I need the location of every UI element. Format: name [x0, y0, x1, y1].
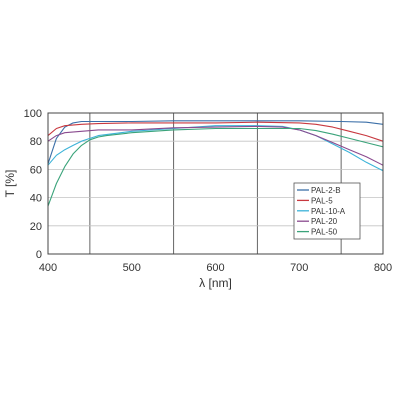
tick-labels: 0 20 40 60 80 100 400 500 600 700 800	[24, 108, 393, 274]
y-tick-label: 60	[30, 164, 42, 176]
x-tick-label: 500	[123, 262, 141, 274]
y-tick-label: 20	[30, 221, 42, 233]
legend-label: PAL-2-B	[311, 186, 341, 195]
y-tick-label: 80	[30, 136, 42, 148]
x-tick-label: 700	[290, 262, 308, 274]
legend-label: PAL-20	[311, 217, 338, 226]
series-line-pal-20	[47, 125, 384, 166]
x-axis-title: λ [nm]	[199, 276, 232, 290]
legend-label: PAL-50	[311, 228, 338, 237]
x-tick-label: 800	[374, 262, 392, 274]
y-tick-label: 100	[24, 108, 42, 120]
legend-label: PAL-10-A	[311, 207, 346, 216]
series-lines	[47, 120, 384, 207]
series-line-pal-2-b	[47, 120, 384, 164]
plot-frame	[47, 112, 384, 255]
x-tick-label: 400	[39, 262, 57, 274]
series-line-pal-10-a	[47, 125, 384, 172]
legend-label: PAL-5	[311, 196, 333, 205]
series-line-pal-5	[47, 121, 384, 142]
y-tick-label: 40	[30, 193, 42, 205]
y-axis-title: T [%]	[3, 170, 17, 198]
x-tick-label: 600	[206, 262, 224, 274]
y-tick-label: 0	[36, 249, 42, 261]
series-line-pal-50	[47, 127, 384, 207]
